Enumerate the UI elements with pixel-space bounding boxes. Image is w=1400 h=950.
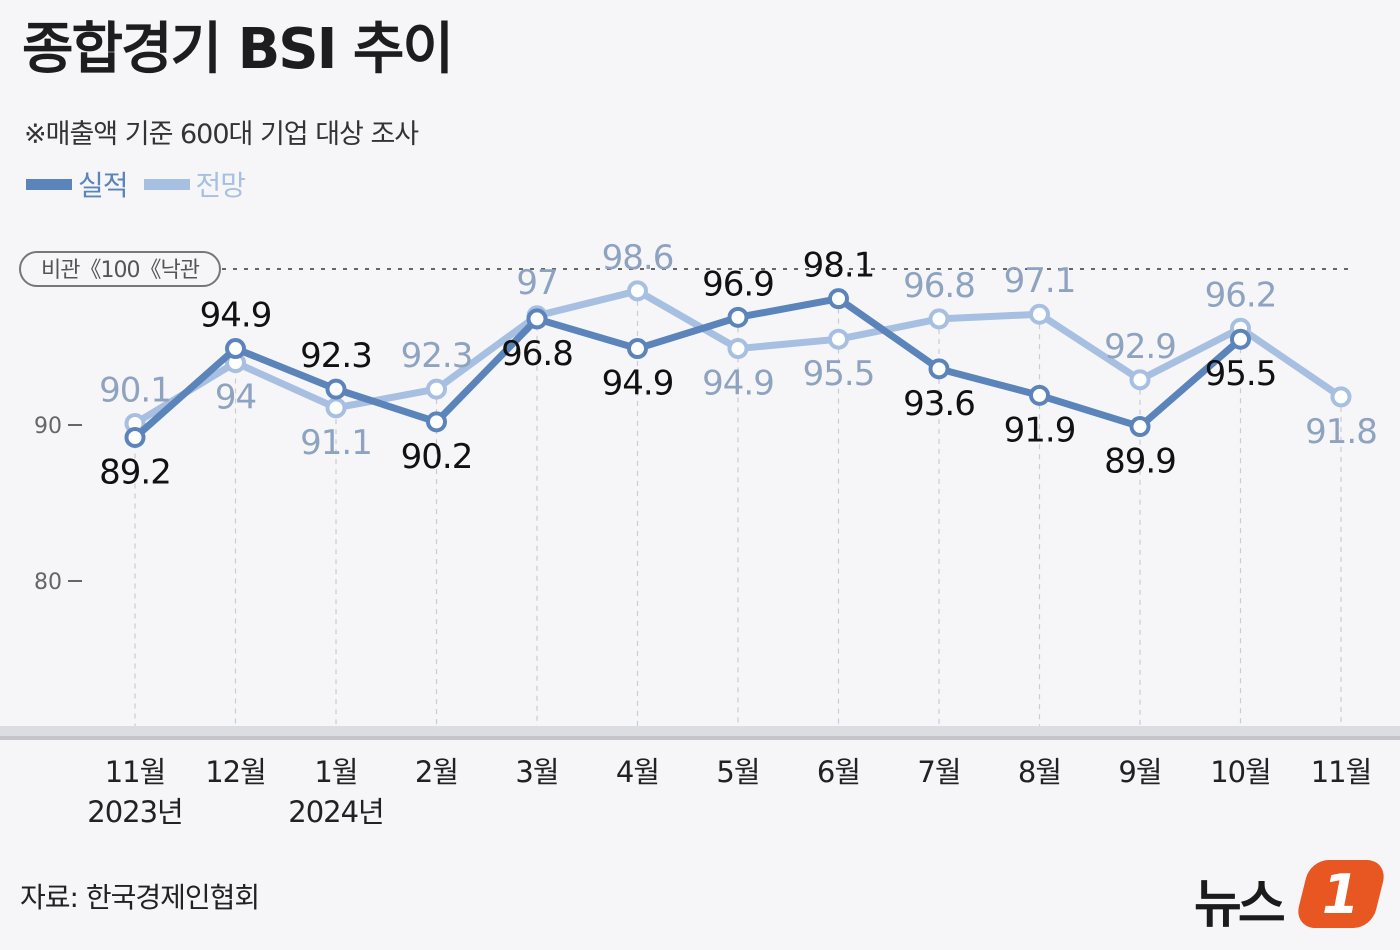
actual-series-point	[727, 306, 749, 328]
forecast-series-point	[627, 280, 648, 302]
forecast-data-label: 92.9	[1104, 327, 1176, 367]
actual-data-label: 91.9	[1004, 410, 1076, 450]
forecast-series-point	[828, 328, 849, 350]
x-year-label: 2023년	[87, 795, 182, 829]
x-tick-label: 6월	[817, 755, 860, 789]
page-title: 종합경기 BSI 추이	[22, 17, 454, 82]
x-tick-label: 4월	[616, 755, 659, 789]
x-tick-label: 2월	[415, 755, 458, 789]
actual-series-point	[828, 288, 849, 310]
actual-series-point	[1029, 384, 1050, 406]
chart-floor	[0, 726, 1400, 740]
actual-data-label: 98.1	[803, 246, 875, 286]
actual-data-label: 93.6	[903, 384, 975, 424]
actual-data-label: 89.2	[99, 452, 171, 492]
logo-badge: 1	[1293, 860, 1389, 928]
forecast-data-label: 98.6	[602, 238, 674, 278]
actual-data-label: 90.2	[401, 437, 473, 477]
x-year-label: 2024년	[288, 795, 383, 829]
x-tick-label: 11월	[105, 755, 166, 789]
subtitle: ※매출액 기준 600대 기업 대상 조사	[24, 119, 419, 150]
x-tick-label: 8월	[1018, 755, 1061, 789]
forecast-data-label: 95.5	[803, 354, 875, 394]
forecast-data-label: 92.3	[401, 336, 473, 376]
reference-label: 비관《100《낙관	[41, 258, 200, 283]
forecast-series-point	[1029, 303, 1050, 325]
actual-data-label: 94.9	[602, 364, 674, 404]
x-tick-label: 7월	[917, 755, 960, 789]
actual-series-point	[426, 411, 447, 433]
actual-series-point	[928, 358, 950, 380]
forecast-series-point	[727, 338, 749, 360]
actual-series-point	[325, 378, 347, 400]
actual-data-label: 89.9	[1104, 442, 1176, 482]
actual-data-label: 92.3	[300, 336, 372, 376]
forecast-data-label: 96.8	[903, 266, 975, 306]
legend-item-actual: 실적	[26, 164, 129, 204]
logo-text: 뉴스	[1194, 875, 1286, 935]
legend-item-forecast: 전망	[143, 164, 247, 204]
y-tick-label: 80	[34, 570, 62, 595]
forecast-series-point	[1129, 369, 1151, 391]
x-tick-label: 3월	[515, 755, 558, 789]
reference-pill	[19, 251, 221, 287]
actual-series-point	[1129, 416, 1151, 438]
floor-line	[0, 736, 1400, 740]
y-tick-label: 90	[34, 414, 62, 439]
forecast-data-label: 96.2	[1205, 275, 1277, 315]
actual-data-label: 96.8	[501, 334, 573, 374]
legend-label-forecast: 전망	[195, 169, 247, 202]
actual-series-point	[225, 338, 246, 360]
x-tick-label: 9월	[1118, 755, 1161, 789]
actual-series-point	[124, 426, 146, 448]
actual-data-label: 96.9	[702, 264, 774, 304]
actual-data-label: 95.5	[1205, 354, 1277, 394]
actual-series-point	[1230, 328, 1251, 350]
forecast-data-label: 97	[516, 263, 557, 303]
forecast-data-label: 91.1	[300, 423, 372, 463]
news1-logo: 뉴스 1	[1194, 856, 1389, 935]
forecast-data-label: 91.8	[1305, 412, 1377, 452]
legend-swatch-forecast	[143, 178, 190, 190]
actual-series-point	[526, 308, 548, 330]
x-tick-label: 5월	[716, 755, 759, 789]
series-group	[124, 280, 1352, 448]
forecast-series-point	[325, 397, 347, 419]
legend-label-actual: 실적	[78, 169, 129, 202]
actual-data-label: 94.9	[200, 296, 272, 336]
x-tick-label: 12월	[205, 755, 266, 789]
forecast-data-label: 94.9	[702, 364, 774, 404]
grid	[134, 290, 1342, 732]
x-tick-label: 11월	[1311, 755, 1372, 789]
forecast-data-label: 97.1	[1004, 261, 1076, 301]
forecast-data-label: 94	[215, 378, 256, 418]
x-tick-label: 10월	[1210, 755, 1271, 789]
source-note: 자료: 한국경제인협회	[20, 881, 260, 914]
x-tick-label: 1월	[314, 755, 357, 789]
legend-swatch-actual	[26, 178, 72, 190]
forecast-series-point	[928, 308, 950, 330]
x-axis: 11월 2023년 12월 1월 2024년 2월 3월 4월 5월 6월 7월 8월 9월 10월 11월	[87, 755, 1372, 829]
y-axis: 80 90	[34, 414, 82, 595]
logo-badge-number: 1	[1322, 862, 1360, 926]
forecast-series-point	[426, 378, 447, 400]
actual-series-point	[627, 338, 648, 360]
legend: 실적 전망	[26, 164, 261, 204]
line-chart: 비관《100《낙관 80 90 11월 2023년 12월 1월 2024년 2월 3월 4월 5…	[0, 238, 1400, 829]
actual-series-line	[131, 295, 1244, 441]
reference-line-group: 비관《100《낙관	[19, 251, 1352, 287]
data-labels: 90.1 89.2 94.9 94 92.3 91.1 92.3 90.2 97 96.8 98.6…	[99, 238, 1378, 493]
forecast-data-label: 90.1	[99, 370, 171, 410]
forecast-series-point	[1330, 386, 1352, 408]
